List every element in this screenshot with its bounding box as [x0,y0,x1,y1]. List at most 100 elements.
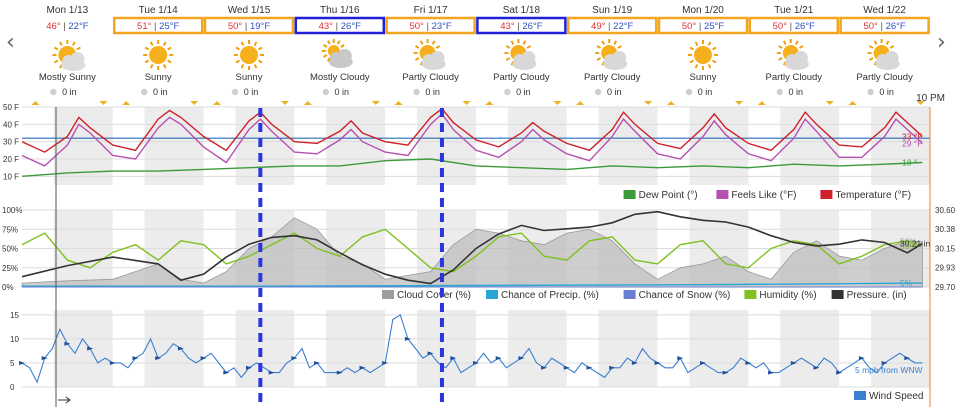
day-high-temp: 49° [591,21,606,32]
sun-ray [435,45,441,49]
partly-cloudy-icon [867,39,900,70]
daylight-band [294,107,327,185]
daylight-band [112,310,145,387]
partly-cloudy-icon [504,39,537,70]
day-high-temp: 50° [228,21,243,32]
daylight-band [294,310,327,387]
y-tick-label: 30 F [3,138,19,147]
night-band [598,107,658,185]
y-tick-label: 0 [10,383,15,392]
hi-lo-separator: | [878,21,886,32]
hi-lo-separator: | [333,21,341,32]
sun-ray [144,59,150,64]
wind-direction-marker [495,356,502,361]
sun-ray [868,57,874,61]
sun-ray [613,40,618,45]
sun-ray [782,40,787,45]
night-band [870,310,930,387]
sun-ray [778,45,783,49]
wind-direction-marker [473,360,479,365]
wind-direction-marker [359,365,366,370]
sun-ray [258,46,263,51]
wind-direction-marker [87,346,94,351]
day-high-temp: 50° [682,21,697,32]
y-tick-label: 75% [2,225,18,234]
sun-ray [712,46,717,51]
day-high-temp: 43° [319,21,334,32]
sun-ray [689,46,694,51]
night-band [326,310,386,387]
night-band [780,107,840,185]
sun-ray [240,64,245,69]
wind-direction-marker [246,365,252,370]
day-column-3: Thu 1/16 43° | 26°F Mostly Cloudy 0 in [294,5,386,105]
wind-direction-marker [722,370,729,375]
sun-ray [336,40,341,45]
night-band [144,310,204,387]
sun-ray [617,45,622,49]
legend-label: Chance of Precip. (%) [501,290,599,301]
day-high-temp: 50° [863,21,878,32]
sun-ray [694,41,699,46]
day-low-temp: 26°F [341,21,361,32]
wind-direction-marker [563,365,570,370]
mostly-cloudy-icon [321,39,353,68]
y-tick-label: 50 F [3,103,19,112]
sun-ray [419,40,424,45]
right-tick-label: 29.93 [935,263,956,272]
night-band [507,107,567,185]
sun-disc [149,46,168,64]
previous-page-button[interactable]: ‹ [6,30,15,55]
y-tick-label: 20 F [3,155,19,164]
legend: Cloud Cover (%) Chance of Precip. (%) Chan… [382,290,907,301]
series-end-label: 33 °F [902,131,922,141]
night-band [507,310,567,387]
sunset-marker-icon [371,101,380,105]
day-hi-lo: 50° | 23°F [409,21,451,32]
day-condition: Mostly Sunny [39,72,96,83]
wind-direction-marker [223,370,230,375]
y-tick-label: 50% [2,245,18,254]
wind-direction-marker [109,360,116,365]
day-precip: 0 in [425,87,440,97]
day-condition: Partly Cloudy [856,72,913,83]
sun-ray [72,41,76,46]
legend-swatch [716,190,729,199]
day-precip: 0 in [607,87,622,97]
sunset-marker-icon [553,101,562,105]
day-date: Fri 1/17 [414,5,448,16]
series-end-label: 5 mph from WNW [855,365,923,375]
raindrop-icon [50,88,57,96]
next-page-button[interactable]: › [937,30,946,55]
highlight-box [748,16,840,35]
sun-ray [885,40,890,45]
atmosphere-panel: 100% 75% 50% 25% 0% 30.60 30.38 30.15 29.93 29.70… [2,206,956,292]
day-high-temp: 50° [773,21,788,32]
legend-label: Cloud Cover (%) [397,290,471,301]
sunrise-marker-icon [303,101,312,105]
day-column-9: Wed 1/22 50° | 26°F Partly Cloudy 0 in [839,5,930,105]
temperature-panel: 50 F 40 F 30 F 20 F 10 F 33 °F29 °F 18 ° [3,103,930,181]
sunrise-marker-icon [31,101,40,105]
day-condition: Sunny [145,72,172,83]
day-precip: 0 in [698,87,713,97]
sun-ray [778,57,783,61]
legend: Dew Point (°) Feels Like (°F) Temperature … [623,190,911,201]
hi-lo-separator: | [605,21,613,32]
sun-ray [505,45,511,49]
raindrop-icon [595,88,602,96]
sun-ray [707,64,712,69]
wind-direction-marker [858,356,865,361]
sunset-marker-icon [281,101,289,105]
wind-direction-marker [609,365,616,370]
series-end-label: 29 °F [902,138,922,148]
sun-ray [505,57,511,61]
sun-ray [53,46,59,51]
day-date: Thu 1/16 [320,5,360,16]
sun-ray [326,40,331,45]
right-tick-label: 29.70 [935,283,956,292]
daylight-band [203,310,236,387]
legend-label: Dew Point (°) [639,190,698,201]
sunset-marker-icon [99,101,108,105]
sunset-marker-icon [825,101,834,105]
